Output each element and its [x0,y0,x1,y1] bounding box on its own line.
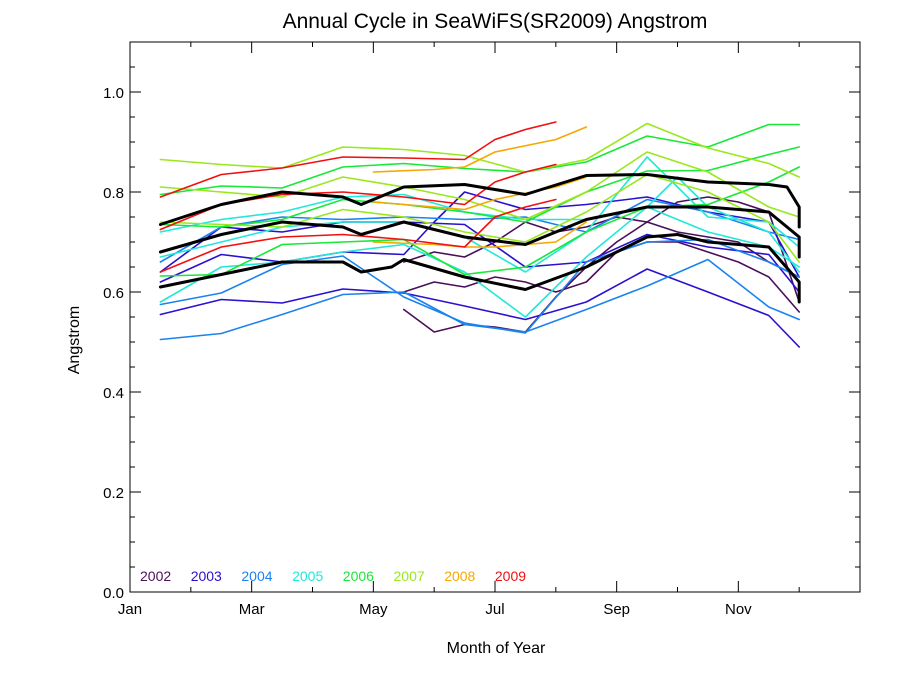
legend-item-2005: 2005 [292,568,323,584]
series-line-climatology [158,173,801,229]
y-tick-label: 0.6 [103,285,124,302]
series-line-2008 [372,126,588,173]
x-tick-label: Sep [603,601,630,618]
legend-item-2002: 2002 [140,568,171,584]
legend: 2002 2003 2004 2005 2006 2007 2008 2009 [140,568,526,584]
series-line-2006 [159,166,801,277]
series-line-2002 [402,241,801,313]
x-axis-title: Month of Year [447,640,546,657]
series-line-2004 [159,238,801,334]
axis-ticks: 0.0 0.2 0.4 0.6 0.8 1.0 Jan Mar May Jul Sep Nov [103,42,861,618]
legend-item-2004: 2004 [241,568,272,584]
series-line-2003 [159,268,801,348]
legend-item-2007: 2007 [394,568,425,584]
legend-item-2003: 2003 [191,568,222,584]
y-tick-label: 1.0 [103,85,124,102]
series-line-2009 [159,198,557,273]
series-line-2006 [159,123,801,196]
legend-item-2006: 2006 [343,568,374,584]
series-line-2003 [159,221,801,293]
y-tick-label: 0.4 [103,385,124,402]
series-line-climatology [158,233,801,304]
x-tick-label: May [359,601,388,618]
series-line-2007 [159,122,801,178]
chart-title: Annual Cycle in SeaWiFS(SR2009) Angstrom [283,10,708,33]
y-tick-label: 0.2 [103,485,124,502]
y-axis-title: Angstrom [66,306,83,374]
series-line-2008 [372,176,588,211]
series-line-2009 [159,121,557,198]
y-tick-label: 0.8 [103,185,124,202]
plot-frame [129,41,861,593]
series-line-2004 [159,258,801,341]
series-layer [158,121,801,348]
series-line-2005 [159,156,801,273]
x-tick-label: Jul [485,601,504,618]
y-tick-label: 0.0 [103,585,124,602]
x-tick-label: Mar [239,601,265,618]
series-line-2004 [159,198,801,263]
series-line-2007 [159,173,801,263]
series-line-climatology [158,205,801,259]
x-tick-label: Jan [118,601,142,618]
x-tick-label: Nov [725,601,752,618]
series-line-2005 [159,193,801,268]
plot-border [129,41,861,593]
legend-item-2008: 2008 [444,568,475,584]
series-line-2008 [372,221,588,248]
series-line-2002 [402,216,801,278]
legend-item-2009: 2009 [495,568,526,584]
